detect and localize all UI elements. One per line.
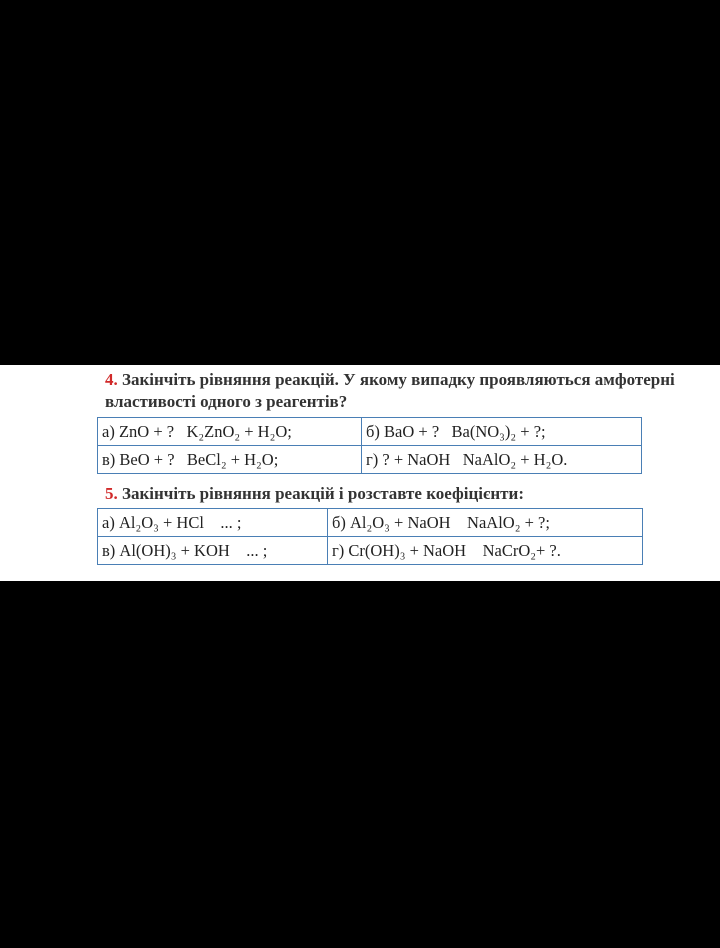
reaction-cell: г) Cr(OH)₃ + NaOH NaCrO₂+ ?. [327, 536, 643, 565]
task-number: 4. [105, 370, 118, 389]
task-heading: 4. Закінчіть рівняння реакцій. У якому в… [105, 369, 685, 413]
reaction-cell: г) ? + NaOH NaAlO₂ + H₂O. [361, 445, 642, 474]
table-row: в) Al(OH)₃ + KOH ... ; г) Cr(OH)₃ + NaOH … [97, 536, 643, 565]
reaction-cell: а) Al₂O₃ + HCl ... ; [97, 508, 328, 537]
reaction-cell: в) BeO + ? BeCl₂ + H₂O; [97, 445, 362, 474]
task-number: 5. [105, 484, 118, 503]
reaction-cell: а) ZnO + ? K₂ZnO₂ + H₂O; [97, 417, 362, 446]
task-text: Закінчіть рівняння реакцій і розставте к… [122, 484, 524, 503]
document: 4. Закінчіть рівняння реакцій. У якому в… [0, 365, 720, 581]
reaction-table: а) Al₂O₃ + HCl ... ; б) Al₂O₃ + NaOH NaAl… [97, 508, 643, 565]
reaction-cell: в) Al(OH)₃ + KOH ... ; [97, 536, 328, 565]
task-heading: 5. Закінчіть рівняння реакцій і розставт… [105, 483, 685, 505]
reaction-cell: б) Al₂O₃ + NaOH NaAlO₂ + ?; [327, 508, 643, 537]
table-row: в) BeO + ? BeCl₂ + H₂O; г) ? + NaOH NaAlO… [97, 445, 642, 474]
reaction-table: а) ZnO + ? K₂ZnO₂ + H₂O; б) BaO + ? Ba(NO… [97, 417, 642, 474]
table-row: а) ZnO + ? K₂ZnO₂ + H₂O; б) BaO + ? Ba(NO… [97, 417, 642, 446]
table-row: а) Al₂O₃ + HCl ... ; б) Al₂O₃ + NaOH NaAl… [97, 508, 643, 537]
reaction-cell: б) BaO + ? Ba(NO₃)₂ + ?; [361, 417, 642, 446]
task-text: Закінчіть рівняння реакцій. У якому випа… [105, 370, 675, 411]
